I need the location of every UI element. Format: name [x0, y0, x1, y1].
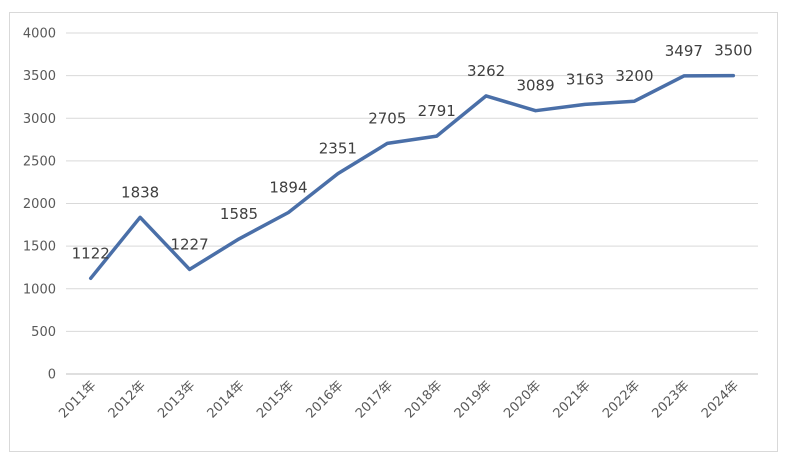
data-labels: 1122 1838 1227 1585 1894 2351 2705 2791 3262 3089…	[72, 42, 753, 263]
series-line	[88, 73, 736, 281]
data-label: 3089	[516, 77, 554, 95]
x-tick-label: 2020年	[501, 378, 544, 421]
x-axis-tick-labels: 2011年 2012年 2013年 2014年 2015年 2016年 2017年 2018年…	[56, 378, 742, 421]
data-label: 1227	[170, 235, 208, 253]
data-label: 3262	[467, 62, 505, 80]
x-tick-label: 2013年	[155, 378, 198, 421]
data-label: 1894	[269, 179, 307, 197]
x-tick-label: 2018年	[402, 378, 445, 421]
x-tick-label: 2015年	[254, 378, 297, 421]
y-tick-label: 2000	[23, 197, 56, 212]
x-tick-label: 2023年	[649, 378, 692, 421]
data-label: 2351	[319, 140, 357, 158]
x-tick-label: 2024年	[699, 378, 742, 421]
y-tick-label: 3000	[23, 112, 56, 127]
y-tick-label: 0	[48, 368, 56, 383]
series-layer	[88, 73, 736, 281]
data-label: 3497	[665, 42, 703, 60]
data-label: 1838	[121, 183, 159, 201]
y-tick-label: 1000	[23, 282, 56, 297]
y-tick-label: 2500	[23, 154, 56, 169]
data-label: 3200	[615, 67, 653, 85]
x-tick-label: 2011年	[56, 378, 99, 421]
x-tick-label: 2012年	[106, 378, 149, 421]
x-tick-label: 2016年	[303, 378, 346, 421]
y-axis-tick-labels: 0 500 1000 1500 2000 2500 3000 3500 4000	[23, 27, 56, 383]
y-tick-label: 3500	[23, 69, 56, 84]
y-tick-label: 4000	[23, 27, 56, 42]
x-tick-label: 2021年	[551, 378, 594, 421]
chart-frame	[9, 12, 778, 452]
data-label: 1122	[72, 244, 110, 262]
x-tick-label: 2022年	[600, 378, 643, 421]
data-label: 2791	[418, 102, 456, 120]
data-label: 3500	[714, 42, 752, 60]
data-label: 1585	[220, 205, 258, 223]
y-tick-label: 1500	[23, 240, 56, 255]
x-tick-label: 2017年	[353, 378, 396, 421]
gridlines	[66, 32, 758, 375]
data-label: 3163	[566, 70, 604, 88]
x-tick-label: 2014年	[205, 378, 248, 421]
x-tick-label: 2019年	[452, 378, 495, 421]
data-label: 2705	[368, 109, 406, 127]
y-tick-label: 500	[31, 325, 56, 340]
